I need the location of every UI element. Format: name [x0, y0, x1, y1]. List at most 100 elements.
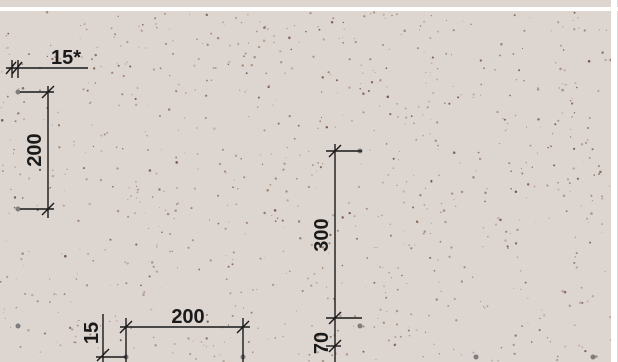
texture-speckle	[310, 243, 314, 247]
texture-speckle	[158, 188, 161, 191]
texture-speckle	[285, 272, 287, 274]
texture-speckle	[227, 324, 230, 326]
texture-speckle	[109, 238, 112, 241]
texture-speckle	[57, 311, 59, 313]
texture-speckle	[572, 167, 575, 170]
texture-speckle	[73, 144, 75, 146]
texture-speckle	[443, 102, 446, 105]
texture-speckle	[5, 34, 8, 37]
texture-speckle	[244, 91, 246, 93]
texture-speckle	[480, 94, 482, 96]
texture-speckle	[15, 306, 18, 309]
texture-speckle	[525, 161, 527, 164]
texture-speckle	[588, 156, 591, 159]
texture-speckle	[322, 38, 325, 41]
texture-speckle	[515, 78, 518, 81]
texture-speckle	[397, 115, 399, 118]
texture-speckle	[205, 346, 207, 348]
texture-speckle	[267, 85, 270, 89]
texture-speckle	[285, 190, 288, 193]
texture-speckle	[205, 79, 208, 82]
texture-speckle	[8, 53, 10, 55]
texture-speckle	[579, 301, 582, 304]
texture-speckle	[428, 314, 430, 317]
texture-speckle	[555, 62, 557, 64]
texture-speckle	[388, 271, 390, 274]
texture-speckle	[514, 190, 518, 194]
texture-speckle	[327, 71, 330, 74]
texture-speckle	[573, 28, 576, 31]
texture-speckle	[568, 304, 572, 308]
texture-speckle	[383, 285, 385, 288]
texture-speckle	[381, 181, 384, 184]
texture-speckle	[342, 36, 344, 39]
texture-speckle	[87, 82, 90, 84]
texture-speckle	[332, 214, 335, 217]
texture-speckle	[448, 102, 451, 105]
texture-speckle	[197, 168, 199, 170]
texture-speckle	[172, 352, 174, 354]
texture-speckle	[348, 86, 351, 89]
texture-speckle	[232, 258, 234, 261]
texture-speckle	[311, 174, 313, 176]
texture-speckle	[100, 65, 102, 68]
texture-speckle	[586, 218, 588, 220]
texture-speckle	[143, 291, 146, 294]
texture-speckle	[526, 183, 530, 186]
texture-speckle	[21, 252, 24, 255]
texture-speckle	[76, 320, 78, 322]
texture-speckle	[266, 27, 269, 31]
texture-speckle	[586, 300, 589, 303]
texture-speckle	[601, 197, 604, 200]
texture-speckle	[274, 337, 277, 339]
texture-speckle	[484, 200, 486, 203]
dimension-edge-bottom-left	[96, 314, 126, 362]
texture-speckle	[308, 360, 310, 362]
texture-speckle	[241, 64, 244, 67]
texture-speckle	[196, 153, 199, 156]
texture-speckle	[231, 263, 234, 266]
texture-speckle	[497, 217, 499, 219]
texture-speckle	[121, 93, 124, 96]
texture-speckle	[357, 185, 361, 188]
texture-speckle	[419, 25, 422, 27]
texture-speckle	[386, 86, 388, 88]
texture-speckle	[507, 247, 509, 249]
texture-speckle	[360, 163, 362, 165]
texture-speckle	[385, 67, 388, 70]
texture-speckle	[455, 205, 457, 208]
texture-speckle	[22, 118, 26, 121]
texture-speckle	[178, 129, 179, 131]
texture-speckle	[165, 209, 167, 211]
texture-speckle	[521, 172, 524, 175]
texture-speckle	[564, 345, 567, 348]
texture-speckle	[562, 194, 566, 198]
texture-speckle	[434, 139, 438, 143]
texture-speckle	[400, 33, 403, 36]
texture-speckle	[183, 152, 185, 154]
texture-speckle	[88, 202, 91, 206]
texture-speckle	[49, 278, 51, 280]
texture-speckle	[283, 162, 286, 166]
texture-speckle	[546, 184, 549, 187]
texture-speckle	[263, 211, 266, 215]
texture-speckle	[18, 112, 20, 114]
texture-speckle	[426, 208, 428, 210]
texture-speckle	[84, 326, 87, 329]
texture-speckle	[290, 67, 294, 70]
texture-speckle	[133, 347, 135, 349]
texture-speckle	[480, 83, 483, 86]
texture-speckle	[196, 127, 198, 129]
texture-speckle	[175, 90, 178, 93]
texture-speckle	[13, 196, 17, 199]
texture-speckle	[216, 36, 220, 40]
texture-speckle	[437, 68, 439, 70]
texture-speckle	[472, 93, 475, 96]
texture-speckle	[440, 202, 443, 205]
texture-speckle	[191, 239, 194, 242]
texture-speckle	[301, 289, 304, 293]
texture-speckle	[93, 67, 96, 70]
texture-speckle	[436, 121, 439, 124]
texture-speckle	[234, 305, 237, 307]
